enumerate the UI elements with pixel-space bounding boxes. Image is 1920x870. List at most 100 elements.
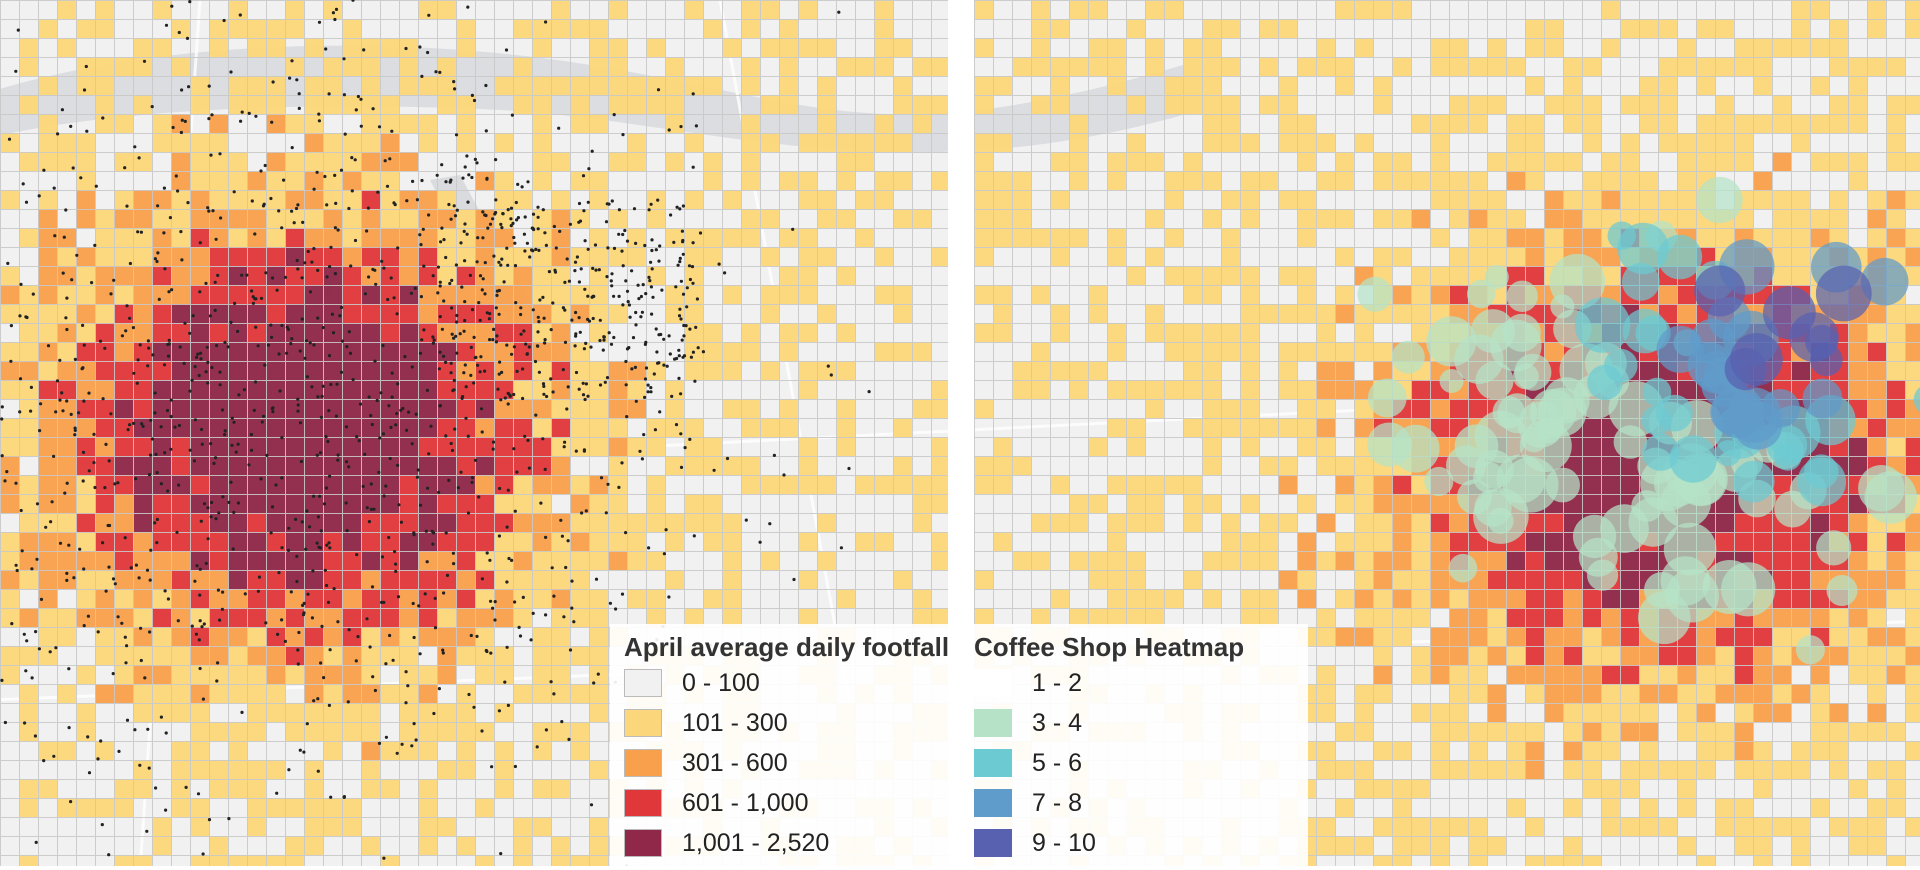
footfall-point	[515, 218, 519, 222]
footfall-cell	[993, 76, 1012, 95]
footfall-cell	[1886, 665, 1905, 684]
footfall-cell	[1639, 190, 1658, 209]
footfall-cell	[1240, 190, 1259, 209]
footfall-cell	[1145, 57, 1164, 76]
footfall-cell	[342, 437, 361, 456]
footfall-cell	[456, 760, 475, 779]
footfall-cell	[1449, 646, 1468, 665]
footfall-cell	[1202, 551, 1221, 570]
footfall-cell	[323, 209, 342, 228]
footfall-cell	[551, 570, 570, 589]
footfall-cell	[1335, 589, 1354, 608]
footfall-point	[346, 700, 350, 704]
footfall-point	[667, 334, 671, 338]
footfall-point	[200, 442, 204, 446]
footfall-cell	[1411, 323, 1430, 342]
footfall-point	[164, 23, 169, 27]
footfall-cell	[1240, 361, 1259, 380]
coffee-heat-blob	[1574, 297, 1631, 353]
footfall-cell	[1582, 228, 1601, 247]
footfall-cell	[114, 665, 133, 684]
footfall-cell	[1905, 532, 1920, 551]
footfall-point	[324, 435, 328, 439]
footfall-cell	[798, 532, 817, 551]
footfall-cell	[703, 247, 722, 266]
footfall-point	[483, 261, 487, 265]
footfall-cell	[1886, 342, 1905, 361]
footfall-point	[10, 622, 14, 626]
footfall-cell	[1278, 133, 1297, 152]
footfall-point	[677, 376, 681, 380]
coffee-heat-blob	[1789, 312, 1839, 362]
footfall-cell	[741, 323, 760, 342]
footfall-cell	[722, 570, 741, 589]
footfall-point	[430, 529, 434, 533]
footfall-point	[223, 429, 227, 433]
footfall-cell	[1031, 361, 1050, 380]
footfall-point	[37, 194, 41, 198]
footfall-point	[744, 518, 748, 522]
footfall-point	[389, 425, 393, 429]
footfall-cell	[779, 171, 798, 190]
footfall-cell	[1297, 152, 1316, 171]
footfall-cell	[1506, 570, 1525, 589]
footfall-point	[195, 355, 199, 359]
footfall-point	[494, 158, 498, 162]
footfall-cell	[1905, 323, 1920, 342]
footfall-cell	[475, 798, 494, 817]
footfall-cell	[684, 0, 703, 19]
footfall-cell	[1582, 646, 1601, 665]
footfall-point	[658, 410, 662, 414]
footfall-cell	[1563, 703, 1582, 722]
footfall-cell	[95, 342, 114, 361]
footfall-point	[441, 651, 445, 655]
footfall-cell	[703, 361, 722, 380]
footfall-cell	[437, 285, 456, 304]
footfall-point	[149, 418, 153, 422]
footfall-cell	[228, 855, 247, 866]
footfall-cell	[1601, 798, 1620, 817]
footfall-point	[128, 316, 132, 320]
footfall-map[interactable]	[0, 0, 948, 866]
footfall-point	[319, 661, 323, 665]
footfall-point	[299, 459, 303, 464]
footfall-point	[717, 262, 721, 266]
footfall-point	[153, 411, 157, 415]
footfall-cell	[798, 0, 817, 19]
footfall-cell	[266, 665, 285, 684]
footfall-cell	[285, 836, 304, 855]
footfall-point	[149, 453, 153, 457]
footfall-cell	[342, 817, 361, 836]
footfall-cell	[1259, 608, 1278, 627]
footfall-cell	[798, 570, 817, 589]
footfall-point	[388, 456, 392, 461]
footfall-point	[453, 87, 457, 91]
footfall-point	[612, 113, 616, 117]
footfall-cell	[228, 19, 247, 38]
footfall-point	[216, 273, 220, 277]
footfall-point	[466, 200, 470, 204]
footfall-cell	[551, 266, 570, 285]
footfall-cell	[1905, 608, 1920, 627]
footfall-point	[672, 240, 676, 244]
footfall-cell	[570, 532, 589, 551]
footfall-cell	[95, 646, 114, 665]
footfall-cell	[570, 475, 589, 494]
footfall-cell	[1335, 0, 1354, 19]
footfall-cell	[361, 589, 380, 608]
footfall-point	[331, 11, 335, 15]
footfall-cell	[1639, 760, 1658, 779]
footfall-point	[198, 593, 202, 597]
footfall-cell	[646, 38, 665, 57]
footfall-cell	[1164, 589, 1183, 608]
footfall-cell	[1468, 855, 1487, 866]
footfall-cell	[456, 646, 475, 665]
footfall-point	[506, 703, 510, 708]
footfall-cell	[304, 418, 323, 437]
footfall-cell	[171, 741, 190, 760]
footfall-cell	[285, 114, 304, 133]
footfall-point	[503, 680, 507, 684]
footfall-point	[562, 615, 566, 619]
footfall-cell	[570, 399, 589, 418]
footfall-cell	[570, 19, 589, 38]
